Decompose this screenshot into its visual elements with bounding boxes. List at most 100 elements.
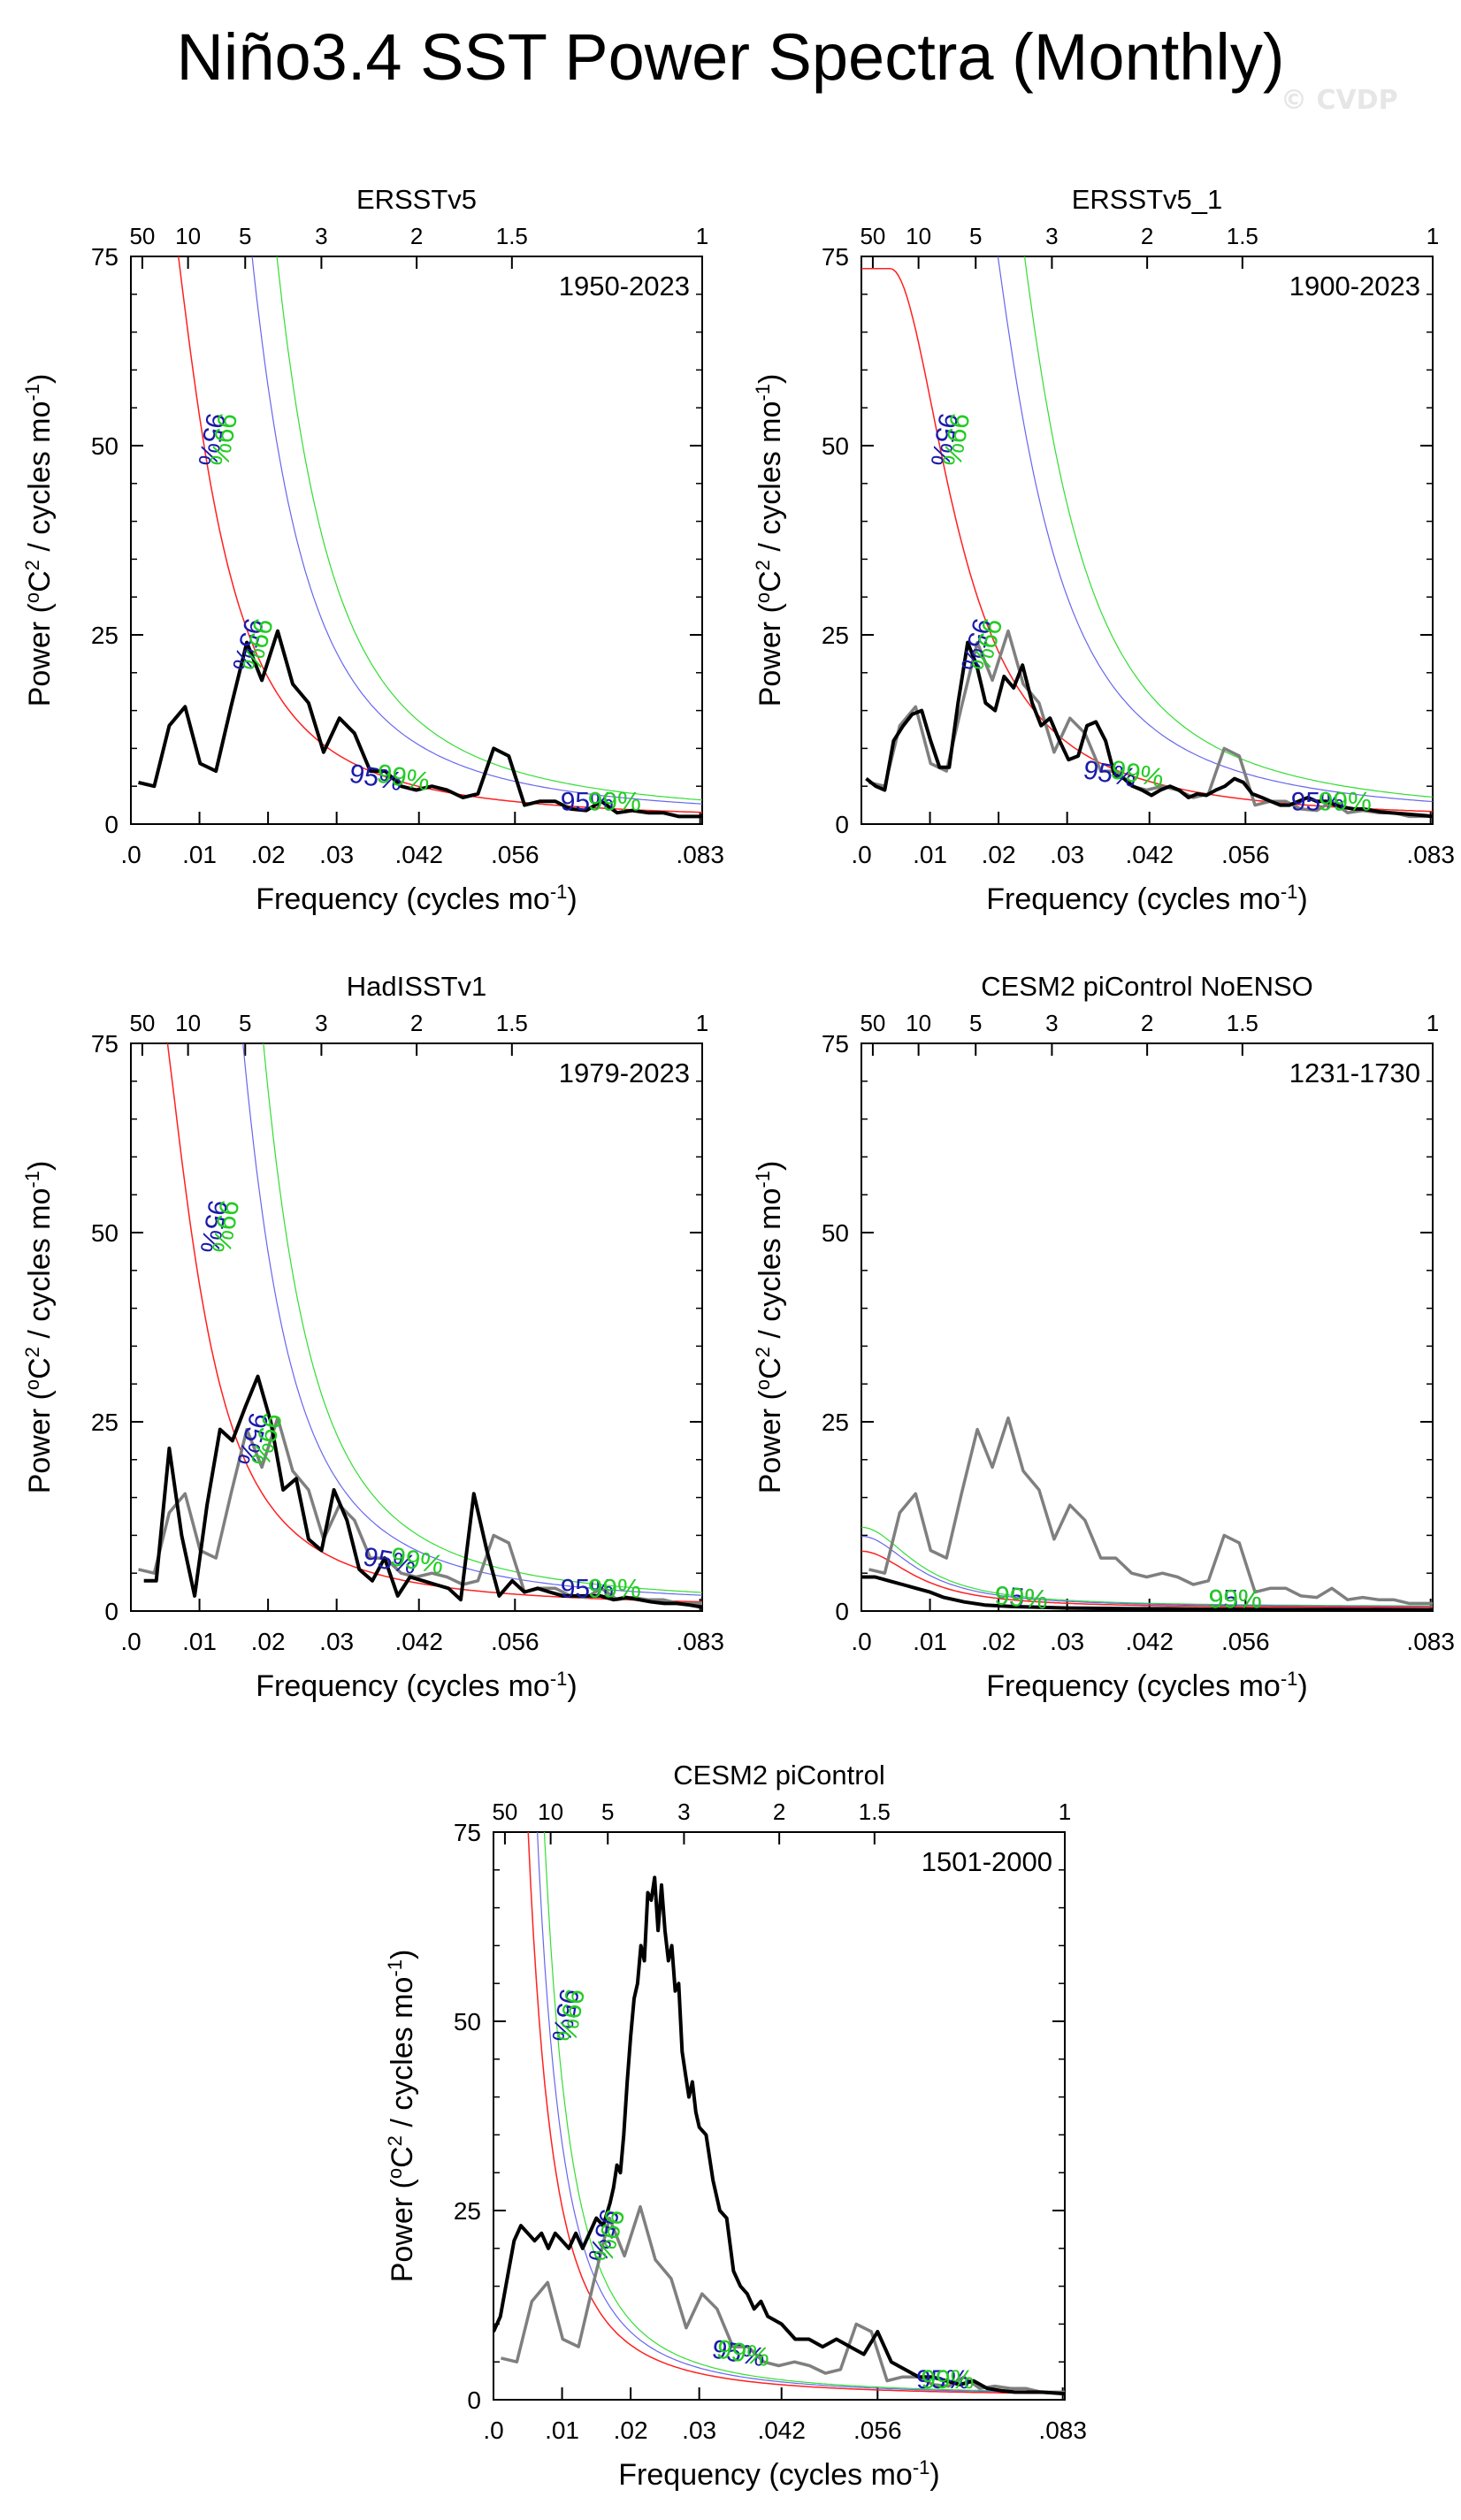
period-label: 1950-2023 xyxy=(559,271,690,302)
top-tick-label: 50 xyxy=(129,223,155,249)
y-axis-label: Power (oC2 / cycles mo-1) xyxy=(21,1161,57,1494)
y-tick-label: 25 xyxy=(454,2197,481,2225)
y-axis-label: Power (oC2 / cycles mo-1) xyxy=(21,374,57,707)
sig95-curve xyxy=(242,1043,702,1596)
x-tick-label: .042 xyxy=(1125,841,1174,868)
y-axis-label: Power (oC2 / cycles mo-1) xyxy=(384,1950,420,2283)
plot-frame xyxy=(493,1831,1066,2401)
panel-title: CESM2 piControl xyxy=(673,1760,884,1791)
top-tick-label: 50 xyxy=(129,1010,155,1036)
x-axis-label: Frequency (cycles mo-1) xyxy=(986,881,1307,917)
chart-panel-cesm2-picontrol-noenso: CESM2 piControl NoENSO1231-17300255075.0… xyxy=(752,971,1455,1704)
observed-series-line xyxy=(143,1374,702,1609)
top-tick-label: 1 xyxy=(696,1010,708,1036)
x-axis-label: Frequency (cycles mo-1) xyxy=(256,1668,577,1704)
reference-series-line xyxy=(868,1416,1433,1606)
sig95-label: 95% xyxy=(993,1581,1049,1615)
sig95-label: 95% xyxy=(916,2365,969,2394)
watermark: © CVDP xyxy=(1281,85,1398,116)
x-tick-label: .02 xyxy=(614,2417,648,2444)
y-tick-label: 50 xyxy=(822,432,849,460)
x-tick-label: .042 xyxy=(394,1628,443,1655)
panel-title: HadISSTv1 xyxy=(347,971,487,1002)
x-tick-label: .02 xyxy=(251,841,286,868)
plot-frame xyxy=(130,1042,703,1612)
y-tick-label: 0 xyxy=(835,1598,849,1625)
top-tick-label: 1.5 xyxy=(1227,1010,1258,1036)
x-tick-label: .083 xyxy=(1038,2417,1087,2444)
sig99-label: 99% xyxy=(588,1575,641,1604)
top-tick-label: 3 xyxy=(1045,223,1058,249)
sig99-label: 99% xyxy=(921,2365,974,2394)
x-tick-label: .03 xyxy=(319,1628,354,1655)
sig95-label: 95% xyxy=(1291,788,1344,817)
sig95-curve xyxy=(997,256,1433,803)
y-tick-label: 75 xyxy=(454,1819,481,1846)
sig95-curve xyxy=(861,1535,1433,1607)
plot-frame xyxy=(861,256,1434,825)
red-noise-curve xyxy=(861,267,1433,813)
chart-panel-ersstv5-1: ERSSTv5_11900-20230255075.0.01.02.03.042… xyxy=(752,184,1455,917)
sig99-label: 99% xyxy=(588,788,641,817)
x-axis-label: Frequency (cycles mo-1) xyxy=(256,881,577,917)
x-tick-label: .02 xyxy=(982,841,1016,868)
top-tick-label: 2 xyxy=(773,1798,785,1825)
plot-area xyxy=(861,1416,1433,1611)
y-tick-label: 0 xyxy=(104,811,119,838)
x-tick-label: .03 xyxy=(319,841,354,868)
plot-frame xyxy=(861,1042,1434,1612)
y-tick-label: 25 xyxy=(822,1409,849,1436)
x-tick-label: .0 xyxy=(483,2417,503,2444)
y-tick-label: 75 xyxy=(822,1030,849,1058)
top-tick-label: 5 xyxy=(239,1010,251,1036)
panel-title: ERSSTv5 xyxy=(356,184,477,215)
top-tick-label: 5 xyxy=(239,223,251,249)
y-axis-label: Power (oC2 / cycles mo-1) xyxy=(752,374,788,707)
x-tick-label: .042 xyxy=(757,2417,806,2444)
plot-area xyxy=(493,1832,1065,2396)
sig95-curve xyxy=(537,1832,1065,2394)
period-label: 1900-2023 xyxy=(1289,271,1420,302)
x-tick-label: .01 xyxy=(545,2417,579,2444)
y-tick-label: 50 xyxy=(91,432,119,460)
observed-series-line xyxy=(865,640,1433,819)
sig95-label: 95% xyxy=(1209,1585,1262,1615)
x-tick-label: .03 xyxy=(1050,1628,1084,1655)
chart-panel-hadisstv1: HadISSTv11979-20230255075.0.01.02.03.042… xyxy=(21,971,724,1704)
x-tick-label: .083 xyxy=(1406,1628,1455,1655)
x-tick-label: .0 xyxy=(851,1628,871,1655)
x-axis-label: Frequency (cycles mo-1) xyxy=(618,2456,939,2493)
x-axis-label: Frequency (cycles mo-1) xyxy=(986,1668,1307,1704)
y-axis-label: Power (oC2 / cycles mo-1) xyxy=(752,1161,788,1494)
sig99-label: 99% xyxy=(1209,1585,1262,1615)
y-tick-label: 50 xyxy=(91,1219,119,1247)
observed-series-line xyxy=(493,1875,1065,2396)
y-tick-label: 25 xyxy=(91,622,119,649)
y-tick-label: 0 xyxy=(835,811,849,838)
x-tick-label: .056 xyxy=(853,2417,902,2444)
reference-series-line xyxy=(868,629,1433,819)
y-tick-label: 50 xyxy=(822,1219,849,1247)
red-noise-curve xyxy=(178,256,702,813)
top-tick-label: 1 xyxy=(1059,1798,1071,1825)
x-tick-label: .03 xyxy=(1050,841,1084,868)
x-tick-label: .083 xyxy=(676,1628,724,1655)
sig99-curve xyxy=(861,1526,1433,1607)
x-tick-label: .0 xyxy=(120,841,141,868)
x-tick-label: .056 xyxy=(491,841,539,868)
y-tick-label: 0 xyxy=(467,2386,481,2414)
x-tick-label: .056 xyxy=(1221,841,1270,868)
top-tick-label: 1.5 xyxy=(859,1798,891,1825)
top-tick-label: 2 xyxy=(410,1010,423,1036)
top-tick-label: 5 xyxy=(969,223,982,249)
top-tick-label: 10 xyxy=(906,1010,931,1036)
plot-frame xyxy=(130,256,703,825)
top-tick-label: 10 xyxy=(175,1010,201,1036)
x-tick-label: .056 xyxy=(491,1628,539,1655)
sig95-label: 95% xyxy=(561,1575,614,1604)
x-tick-label: .01 xyxy=(182,841,217,868)
top-tick-label: 3 xyxy=(315,223,327,249)
panel-title: ERSSTv5_1 xyxy=(1072,184,1223,215)
period-label: 1501-2000 xyxy=(922,1846,1052,1877)
top-tick-label: 10 xyxy=(906,223,931,249)
